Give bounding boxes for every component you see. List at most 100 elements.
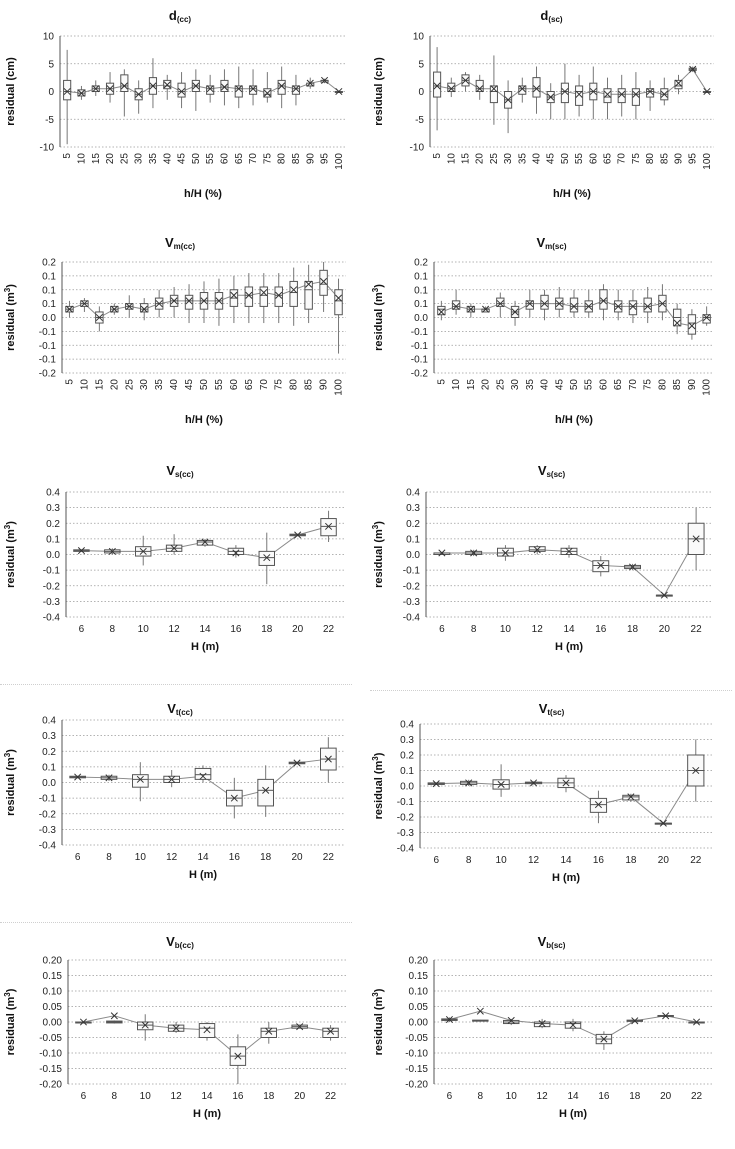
y-tick-label: 0 — [48, 87, 54, 98]
x-tick-label: 14 — [560, 855, 572, 866]
y-tick-label: -0.4 — [43, 613, 61, 624]
mean-marker-stroke — [660, 591, 668, 599]
box — [274, 286, 283, 307]
box-20 — [288, 759, 306, 767]
box-20 — [654, 819, 672, 827]
y-tick-label: 10 — [413, 32, 425, 43]
box — [259, 286, 269, 307]
mean-marker-stroke — [245, 291, 253, 299]
x-tick-label: 6 — [75, 852, 81, 863]
box-30 — [504, 80, 513, 134]
box-60 — [589, 66, 598, 120]
box-60 — [229, 275, 239, 324]
y-tick-label: 0.2 — [42, 258, 56, 269]
y-tick-label: 0.10 — [409, 987, 429, 998]
x-tick-label: 10 — [140, 1091, 152, 1102]
mean-marker — [74, 773, 82, 781]
x-tick-label: 14 — [563, 624, 575, 635]
mean-marker-stroke — [570, 302, 578, 310]
x-tick-label: 8 — [106, 852, 112, 863]
mean-marker — [230, 291, 238, 299]
mean-marker-stroke — [155, 300, 163, 308]
x-tick-label: 40 — [162, 153, 173, 165]
mean-marker-stroke — [589, 87, 597, 96]
x-tick-label: 15 — [461, 153, 472, 165]
box — [603, 88, 612, 104]
box — [234, 85, 243, 98]
y-tick-label: 0.0 — [414, 313, 428, 324]
mean-marker — [501, 549, 509, 557]
x-tick-label: 85 — [672, 379, 683, 391]
mean-marker — [245, 291, 253, 299]
box-85 — [304, 264, 313, 324]
box-50 — [569, 289, 579, 318]
x-tick-label: 16 — [593, 855, 605, 866]
mean-marker-stroke — [501, 549, 509, 557]
box-30 — [510, 300, 520, 326]
y-tick-label: 0.3 — [406, 503, 420, 514]
mean-marker — [172, 1024, 180, 1032]
box-95 — [320, 76, 329, 84]
mean-marker — [614, 302, 622, 310]
x-tick-label: 18 — [260, 852, 272, 863]
box-10 — [451, 289, 461, 315]
box — [540, 294, 549, 310]
box — [447, 82, 456, 93]
x-tick-label: 6 — [81, 1091, 87, 1102]
x-axis-label: H (m) — [555, 641, 583, 653]
mean-marker — [570, 302, 578, 310]
mean-marker-stroke — [135, 90, 143, 98]
mean-marker-stroke — [206, 85, 214, 93]
mean-marker-stroke — [170, 297, 178, 305]
box-12 — [524, 779, 543, 787]
x-tick-label: 18 — [263, 1091, 275, 1102]
mean-marker — [445, 1015, 453, 1024]
mean-marker-stroke — [504, 96, 512, 104]
mean-marker — [660, 591, 668, 599]
box — [646, 88, 655, 98]
mean-marker — [260, 288, 268, 297]
box-14 — [198, 1022, 216, 1041]
mean-marker-stroke — [627, 793, 635, 801]
x-axis-label: H (m) — [191, 641, 219, 653]
box — [617, 88, 626, 104]
mean-marker-stroke — [496, 300, 504, 308]
mean-marker — [106, 85, 114, 93]
box-10 — [492, 764, 510, 797]
mean-marker-stroke — [599, 297, 608, 305]
x-tick-label: 95 — [320, 153, 331, 165]
x-tick-label: 100 — [334, 379, 345, 396]
box — [334, 289, 343, 316]
mean-marker-stroke — [692, 535, 700, 543]
box — [451, 300, 461, 310]
mean-marker — [644, 302, 652, 310]
mean-marker-stroke — [659, 819, 667, 827]
chart-vt-sc: Vt(sc) -0.4 -0.3 -0.2 -0.1 0.0 0.1 0.2 0.3 0.4 re… — [368, 690, 735, 910]
mean-marker-stroke — [199, 772, 207, 780]
y-tick-label: 0.1 — [406, 534, 420, 545]
x-axis-label: h/H (%) — [185, 414, 223, 426]
box — [702, 314, 711, 324]
x-axis-label: H (m) — [552, 872, 580, 884]
box — [628, 300, 638, 316]
mean-marker — [497, 780, 505, 789]
mean-marker-stroke — [594, 801, 602, 809]
x-tick-label: 10 — [496, 855, 508, 866]
box-75 — [631, 72, 640, 120]
mean-marker — [658, 300, 666, 308]
y-tick-label: 0.15 — [409, 971, 429, 982]
mean-marker-stroke — [334, 294, 343, 302]
x-tick-label: 75 — [643, 379, 654, 391]
box-8 — [460, 779, 478, 787]
mean-marker-stroke — [335, 87, 343, 96]
x-tick-label: 10 — [79, 379, 90, 391]
mean-marker — [105, 774, 113, 782]
mean-marker-stroke — [631, 1017, 639, 1025]
x-tick-label: 12 — [532, 624, 544, 635]
y-tick-label: 0.1 — [42, 299, 56, 310]
box-80 — [289, 267, 298, 326]
mean-marker — [511, 308, 519, 316]
mean-marker — [504, 96, 512, 104]
mean-marker-stroke — [290, 286, 298, 294]
y-tick-label: 0.2 — [42, 747, 56, 758]
